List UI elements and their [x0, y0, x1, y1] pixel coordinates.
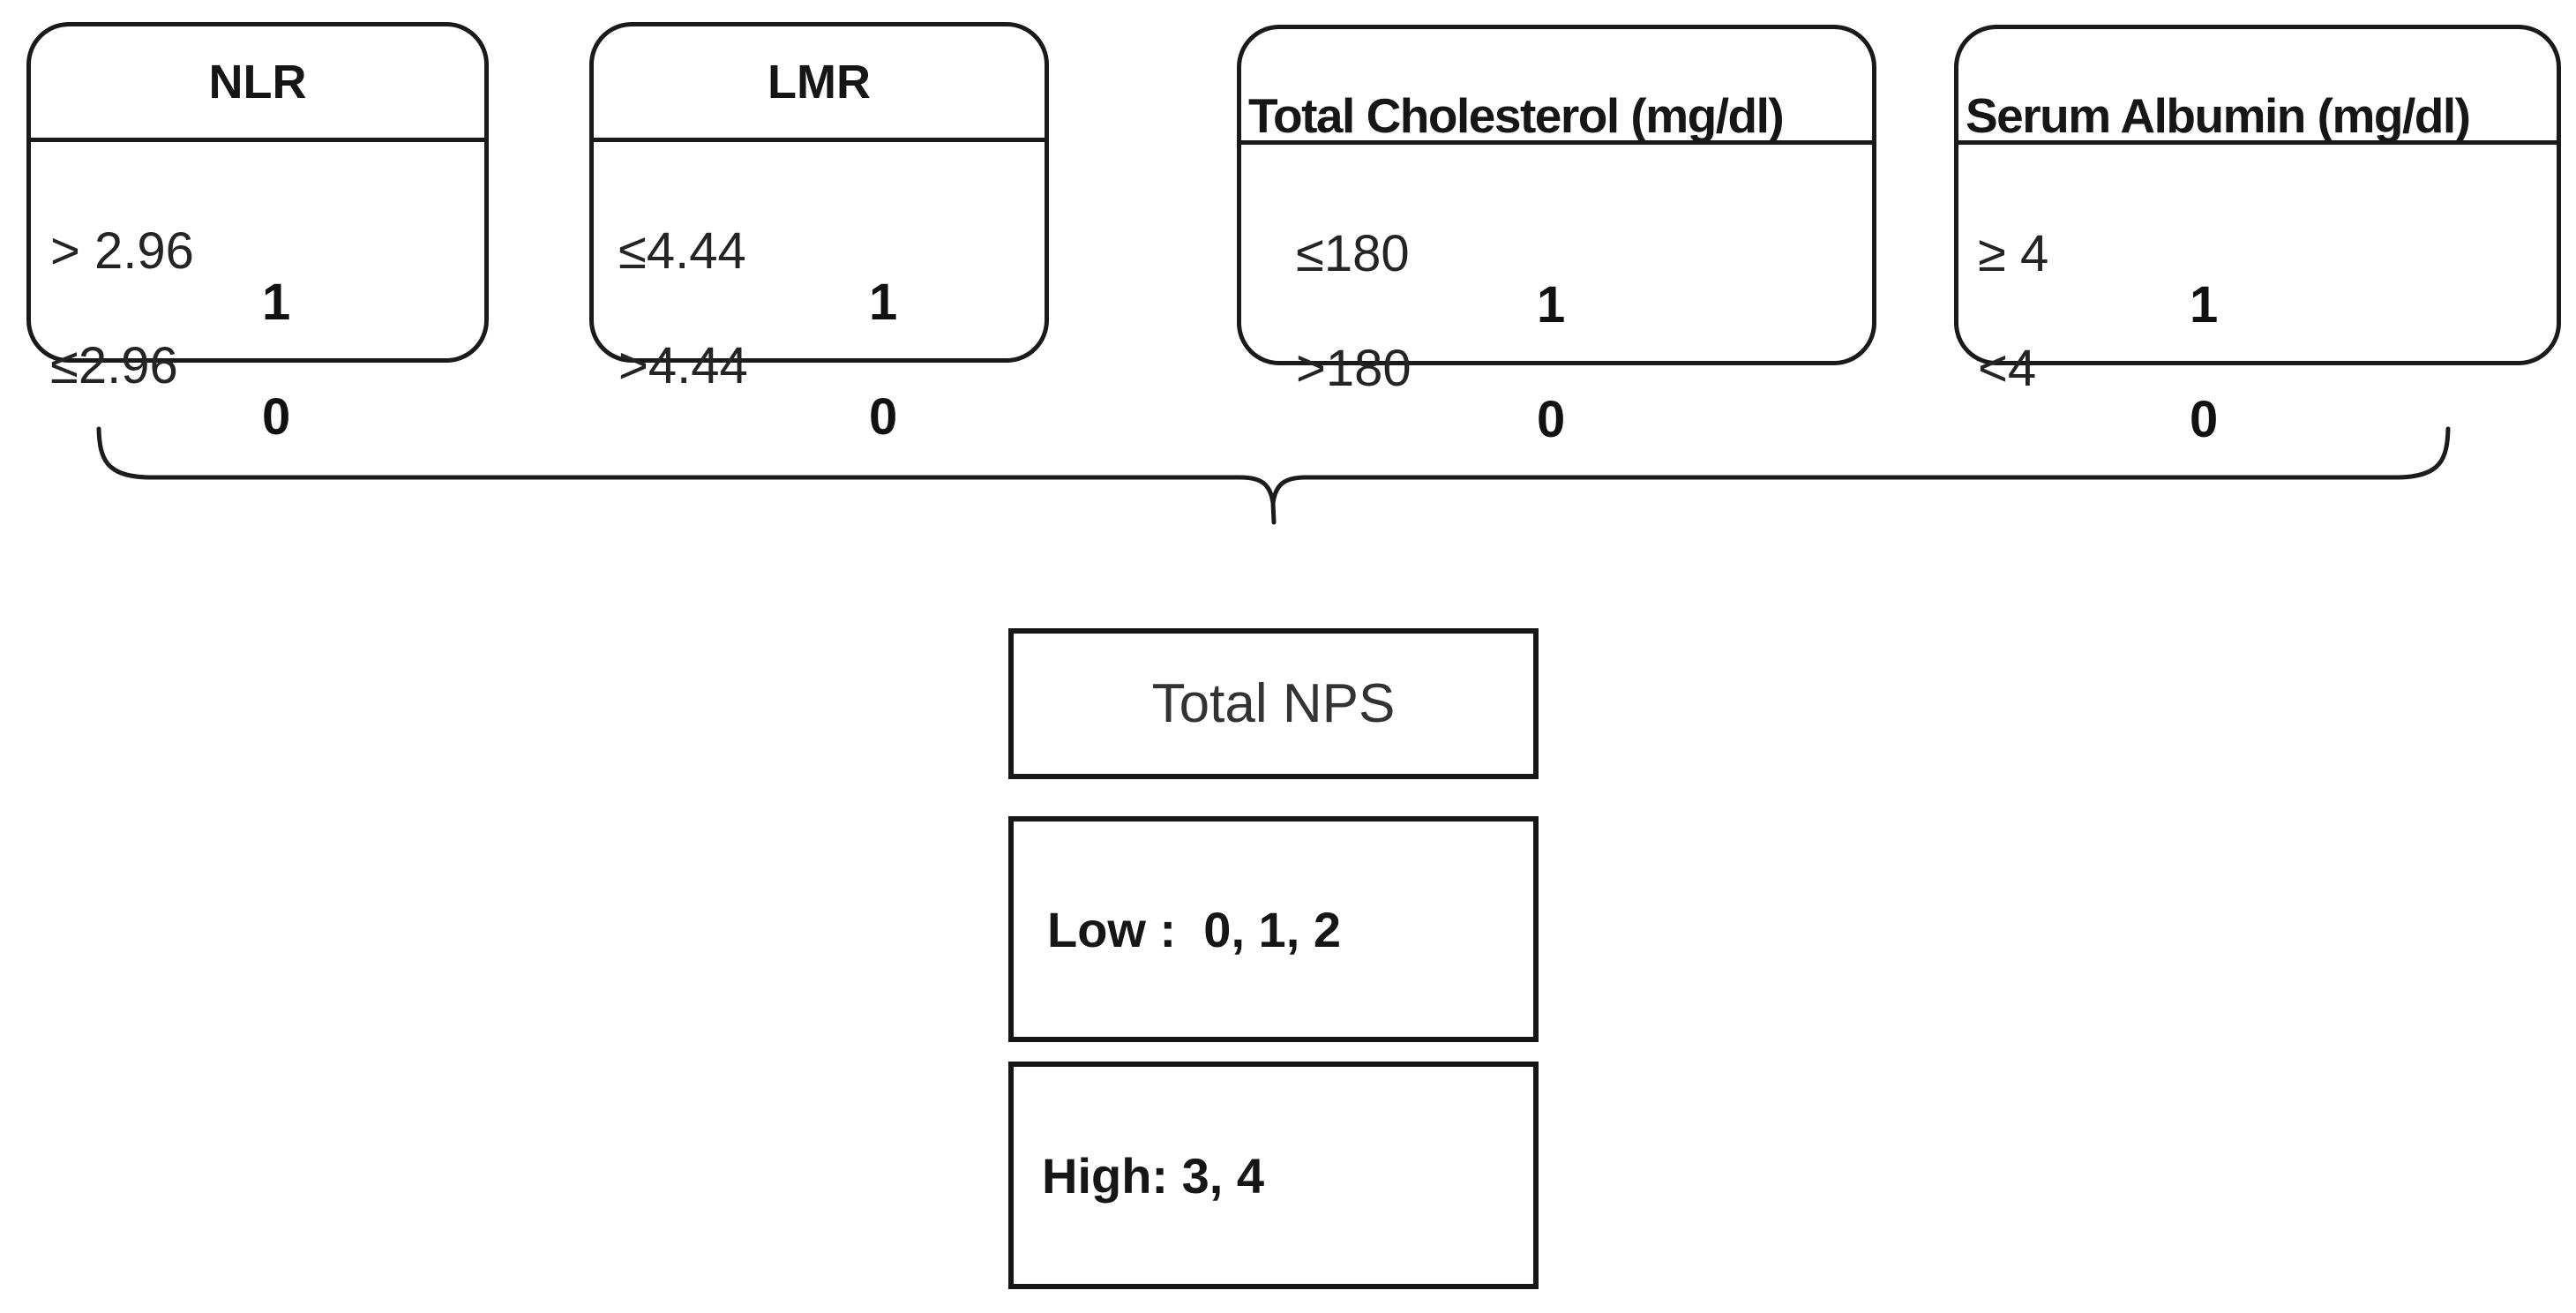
header-divider-line: [31, 138, 484, 142]
high-category-box: High: 3, 4: [1008, 1062, 1539, 1289]
header-divider-line: [1958, 140, 2557, 145]
parameter-box-nlr: NLR > 2.96 1 ≤2.96 0: [26, 22, 489, 443]
condition-value: <4: [1978, 340, 2037, 397]
parameter-box-nlr-title: NLR: [208, 56, 307, 109]
score-value: 1: [869, 274, 898, 331]
parameter-box-lmr: LMR ≤4.44 1 >4.44 0: [589, 22, 1049, 443]
score-value: 0: [262, 388, 291, 446]
score-row: >4.44 0: [594, 289, 1045, 443]
score-row: ≤180 1: [1241, 177, 1872, 331]
parameter-box-lmr-title: LMR: [768, 56, 871, 109]
total-nps-label: Total NPS: [1151, 673, 1396, 734]
condition-value: ≥ 4: [1978, 225, 2049, 282]
score-value: 1: [262, 274, 291, 331]
header-divider-line: [1241, 140, 1872, 145]
score-row: <4 0: [1958, 292, 2557, 446]
condition-value: ≤2.96: [50, 337, 178, 394]
condition-value: > 2.96: [50, 222, 194, 280]
score-value: 0: [2190, 391, 2219, 448]
condition-value: ≤4.44: [618, 222, 746, 280]
score-row: ≥ 4 1: [1958, 177, 2557, 331]
parameter-box-total-cholesterol-title: Total Cholesterol (mg/dl): [1248, 88, 1785, 140]
parameter-box-serum-albumin: Serum Albumin (mg/dl) ≥ 4 1 <4 0: [1954, 25, 2561, 446]
score-row: > 2.96 1: [31, 175, 484, 328]
total-nps-box: Total NPS: [1008, 628, 1539, 779]
parameter-box-serum-albumin-title: Serum Albumin (mg/dl): [1966, 88, 2471, 140]
condition-value: ≤180: [1296, 225, 1410, 282]
score-value: 0: [869, 388, 898, 446]
score-row: ≤4.44 1: [594, 175, 1045, 328]
header-divider-line: [594, 138, 1045, 142]
low-category-label: Low : 0, 1, 2: [1047, 901, 1341, 957]
score-row: >180 0: [1241, 292, 1872, 446]
score-row: ≤2.96 0: [31, 289, 484, 443]
score-value: 1: [2190, 276, 2219, 334]
score-value: 1: [1537, 276, 1566, 334]
high-category-label: High: 3, 4: [1042, 1147, 1265, 1204]
low-category-box: Low : 0, 1, 2: [1008, 816, 1539, 1042]
condition-value: >180: [1296, 340, 1412, 397]
score-value: 0: [1537, 391, 1566, 448]
condition-value: >4.44: [618, 337, 748, 394]
parameter-box-total-cholesterol: Total Cholesterol (mg/dl) ≤180 1 >180 0: [1237, 25, 1876, 446]
